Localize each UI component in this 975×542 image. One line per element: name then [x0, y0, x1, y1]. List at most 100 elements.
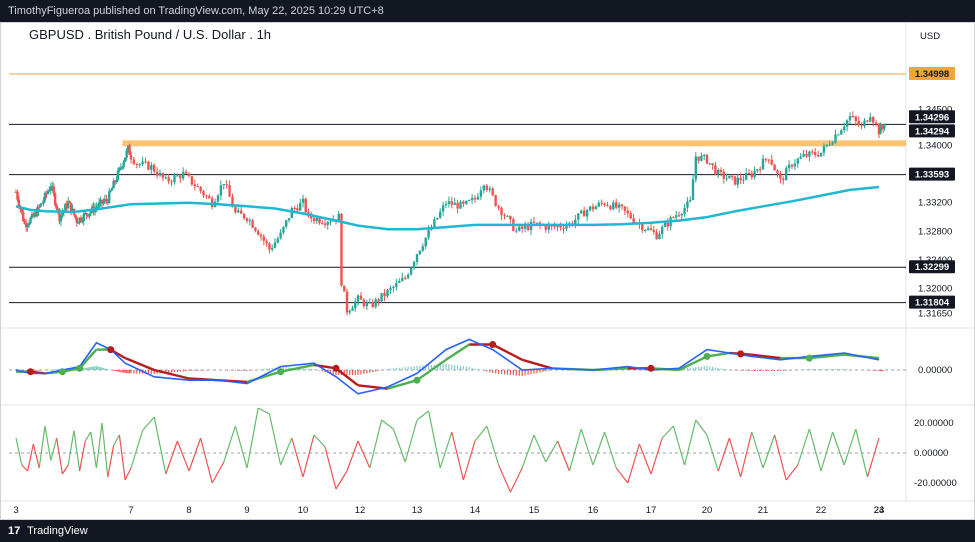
candle-body — [840, 130, 843, 135]
candle-body — [65, 204, 68, 209]
candle-body — [106, 200, 109, 204]
candle-body — [756, 169, 759, 171]
candle-body — [52, 186, 55, 194]
axis-layer: 1.345001.340001.332001.328001.324001.320… — [13, 105, 956, 516]
candle-body — [759, 169, 762, 171]
time-tick-label: 10 — [298, 505, 309, 516]
candle-body — [182, 171, 185, 179]
signal-line-segment — [706, 351, 730, 358]
price-tick-label: 1.33200 — [918, 198, 952, 209]
candle-body — [506, 215, 509, 217]
candle-body — [254, 227, 257, 231]
candle-body — [717, 169, 720, 175]
candle-body — [779, 173, 782, 179]
candle-body — [46, 191, 50, 194]
candle-body — [345, 291, 349, 313]
candle-body — [436, 217, 439, 220]
candle-body — [805, 153, 808, 157]
candle-body — [35, 212, 38, 216]
candle-body — [837, 134, 840, 136]
candle-body — [767, 159, 770, 161]
candle-body — [202, 191, 205, 196]
candle-body — [609, 206, 612, 210]
candle-body — [439, 211, 442, 218]
candle-body — [109, 190, 112, 192]
candle-body — [409, 267, 413, 275]
candle-body — [29, 217, 32, 224]
candle-body — [268, 243, 271, 250]
candle-body — [488, 188, 491, 190]
candle-body — [521, 226, 524, 229]
candle-body — [82, 213, 85, 221]
momentum-segment — [855, 428, 868, 478]
signal-line-segment — [280, 363, 315, 373]
candle-body — [879, 125, 882, 135]
candle-body — [24, 223, 28, 227]
resistance-zone — [122, 140, 907, 147]
candle-body — [731, 175, 734, 177]
publish-line: TimothyFigueroa published on TradingView… — [8, 5, 384, 17]
signal-line-segment — [445, 343, 470, 361]
candle-body — [747, 172, 751, 174]
momentum-segment — [728, 437, 742, 478]
momentum-segment — [474, 425, 488, 442]
candle-body — [711, 163, 714, 166]
candle-body — [299, 202, 302, 211]
momentum-segment — [27, 443, 34, 472]
price-tag-bg — [909, 260, 955, 274]
candle-body — [237, 210, 240, 213]
momentum-segment — [545, 440, 559, 463]
candle-body — [32, 214, 35, 217]
momentum-segment — [357, 440, 371, 469]
candle-body — [16, 192, 19, 200]
candle-body — [793, 163, 797, 167]
candle-body — [764, 158, 768, 160]
candle-body — [113, 180, 117, 183]
momentum-segment — [638, 443, 652, 475]
candle-body — [216, 195, 220, 202]
candle-body — [245, 218, 249, 221]
cross-down-dot — [107, 346, 115, 354]
candle-body — [881, 127, 885, 129]
candle-body — [304, 198, 307, 213]
candle-body — [262, 236, 265, 241]
candle-body — [658, 234, 661, 240]
momentum-segment — [21, 464, 29, 472]
candle-body — [55, 205, 58, 209]
candle-body — [49, 186, 52, 191]
candle-body — [456, 202, 459, 209]
candle-body — [603, 203, 606, 206]
candle-body — [526, 225, 530, 231]
candle-body — [577, 213, 580, 220]
candle-body — [559, 226, 562, 228]
candle-body — [74, 214, 77, 218]
candle-body — [482, 185, 486, 191]
candle-body — [626, 210, 629, 214]
candle-body — [78, 217, 81, 223]
cross-up-dot — [76, 364, 84, 372]
candle-body — [427, 229, 430, 238]
candle-body — [773, 164, 776, 171]
momentum-segment — [580, 428, 594, 466]
moving-average-line — [15, 185, 880, 231]
candle-body — [155, 171, 159, 176]
candle-body — [79, 217, 83, 222]
candle-body — [675, 215, 678, 218]
momentum-segment — [200, 437, 213, 484]
chart-canvas[interactable]: 1.345001.340001.332001.328001.324001.320… — [1, 23, 974, 519]
candle-body — [228, 185, 231, 197]
price-tick-label: 1.31650 — [918, 309, 952, 320]
candle-body — [880, 125, 883, 128]
momentum-segment — [498, 464, 511, 493]
momentum-segment — [416, 410, 429, 421]
candle-body — [48, 190, 51, 192]
candle-body — [122, 161, 125, 167]
candle-body — [329, 221, 332, 223]
candle-body — [719, 169, 723, 172]
candle-body — [129, 155, 133, 160]
candle-body — [544, 225, 547, 230]
candle-body — [77, 222, 80, 224]
price-tick-label: 1.34500 — [918, 105, 952, 116]
candle-body — [816, 154, 820, 157]
candle-body — [515, 230, 518, 232]
